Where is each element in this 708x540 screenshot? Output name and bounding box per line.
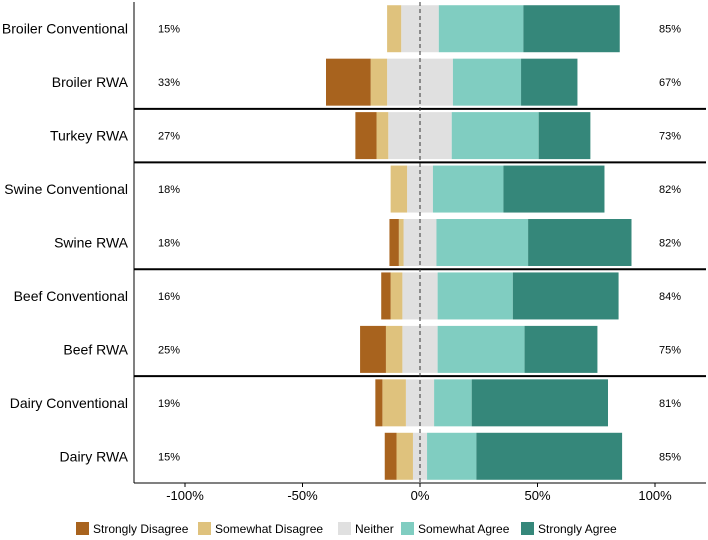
row-label: Dairy Conventional [10, 395, 128, 411]
bar-broiler-conventional-somewhat-disagree [387, 5, 402, 53]
row-label: Dairy RWA [60, 448, 129, 464]
legend-label: Strongly Disagree [93, 522, 189, 536]
right-percent-label: 73% [659, 131, 681, 143]
bar-swine-rwa-strongly-disagree [389, 219, 399, 266]
bar-beef-rwa-strongly-disagree [360, 325, 386, 373]
left-percent-label: 19% [158, 398, 180, 410]
x-tick-label: 100% [638, 488, 672, 503]
bar-dairy-conventional-strongly-disagree [375, 379, 383, 427]
legend-label: Neither [355, 522, 394, 536]
row-dairy-rwa: Dairy RWA 15% 85% [60, 432, 681, 480]
row-label: Broiler Conventional [2, 21, 128, 37]
bar-beef-rwa-strongly-agree [524, 325, 598, 373]
legend-item-somewhat-disagree: Somewhat Disagree [198, 522, 323, 536]
bar-swine-rwa-somewhat-disagree [398, 219, 404, 266]
x-tick-label: -100% [166, 488, 204, 503]
legend-item-somewhat-agree: Somewhat Agree [401, 522, 510, 536]
bar-turkey-rwa-strongly-agree [538, 112, 591, 160]
bar-swine-conventional-strongly-agree [503, 165, 605, 213]
legend-swatch [401, 522, 414, 535]
row-swine-conventional: Swine Conventional 18% 82% [4, 165, 681, 213]
legend-swatch [76, 522, 89, 535]
row-label: Swine Conventional [4, 181, 128, 197]
legend-item-neither: Neither [338, 522, 394, 536]
row-label: Turkey RWA [50, 128, 129, 144]
right-percent-label: 85% [659, 24, 681, 36]
x-tick-label: -50% [287, 488, 318, 503]
left-percent-label: 16% [158, 291, 180, 303]
bar-swine-rwa-somewhat-agree [436, 219, 529, 266]
row-label: Beef Conventional [14, 288, 128, 304]
bar-swine-rwa-strongly-agree [528, 219, 632, 266]
left-percent-label: 15% [158, 24, 180, 36]
legend-swatch [198, 522, 211, 535]
legend-swatch [338, 522, 351, 535]
right-percent-label: 82% [659, 238, 681, 250]
row-label: Broiler RWA [52, 74, 129, 90]
bar-dairy-rwa-somewhat-agree [427, 432, 477, 480]
right-percent-label: 67% [659, 77, 681, 89]
bar-beef-conventional-strongly-disagree [381, 272, 391, 320]
bar-broiler-rwa-somewhat-agree [452, 58, 522, 106]
bar-turkey-rwa-somewhat-disagree [376, 112, 389, 160]
bar-turkey-rwa-somewhat-agree [451, 112, 539, 160]
bar-beef-rwa-somewhat-agree [437, 325, 525, 373]
bar-dairy-conventional-somewhat-agree [434, 379, 472, 427]
left-percent-label: 18% [158, 184, 180, 196]
row-dairy-conventional: Dairy Conventional 19% 81% [10, 379, 681, 427]
left-percent-label: 15% [158, 451, 180, 463]
left-percent-label: 33% [158, 77, 180, 89]
bar-swine-conventional-somewhat-disagree [390, 165, 408, 213]
bar-broiler-conventional-strongly-agree [523, 5, 620, 53]
row-beef-rwa: Beef RWA 25% 75% [63, 325, 681, 373]
bar-broiler-rwa-strongly-disagree [326, 58, 371, 106]
legend-label: Somewhat Agree [418, 522, 510, 536]
left-percent-label: 18% [158, 238, 180, 250]
legend-item-strongly-agree: Strongly Agree [521, 522, 617, 536]
row-label: Swine RWA [54, 235, 129, 251]
legend-label: Somewhat Disagree [215, 522, 323, 536]
bar-dairy-rwa-strongly-disagree [384, 432, 397, 480]
bar-beef-conventional-somewhat-agree [437, 272, 513, 320]
bar-dairy-conventional-somewhat-disagree [382, 379, 406, 427]
bar-swine-conventional-somewhat-agree [432, 165, 504, 213]
x-tick-label: 0% [411, 488, 430, 503]
row-broiler-rwa: Broiler RWA 33% 67% [52, 58, 681, 106]
bar-dairy-rwa-somewhat-disagree [396, 432, 413, 480]
bar-beef-conventional-somewhat-disagree [390, 272, 403, 320]
row-beef-conventional: Beef Conventional 16% 84% [14, 272, 681, 320]
bar-broiler-rwa-strongly-agree [521, 58, 578, 106]
legend-label: Strongly Agree [538, 522, 617, 536]
right-percent-label: 85% [659, 451, 681, 463]
bar-dairy-rwa-strongly-agree [476, 432, 623, 480]
legend-swatch [521, 522, 534, 535]
right-percent-label: 82% [659, 184, 681, 196]
row-broiler-conventional: Broiler Conventional 15% 85% [2, 5, 681, 53]
legend-item-strongly-disagree: Strongly Disagree [76, 522, 189, 536]
bar-dairy-conventional-strongly-agree [471, 379, 608, 427]
right-percent-label: 84% [659, 291, 681, 303]
bar-broiler-rwa-somewhat-disagree [370, 58, 388, 106]
row-label: Beef RWA [63, 341, 128, 357]
row-turkey-rwa: Turkey RWA 27% 73% [50, 112, 681, 160]
bar-turkey-rwa-strongly-disagree [355, 112, 377, 160]
x-tick-label: 50% [524, 488, 550, 503]
bar-dairy-rwa-neither [412, 432, 428, 480]
bar-broiler-conventional-somewhat-agree [438, 5, 524, 53]
left-percent-label: 25% [158, 344, 180, 356]
right-percent-label: 81% [659, 398, 681, 410]
right-percent-label: 75% [659, 344, 681, 356]
bar-beef-rwa-somewhat-disagree [385, 325, 403, 373]
left-percent-label: 27% [158, 131, 180, 143]
bar-beef-conventional-strongly-agree [512, 272, 619, 320]
row-swine-rwa: Swine RWA 18% 82% [54, 219, 681, 266]
